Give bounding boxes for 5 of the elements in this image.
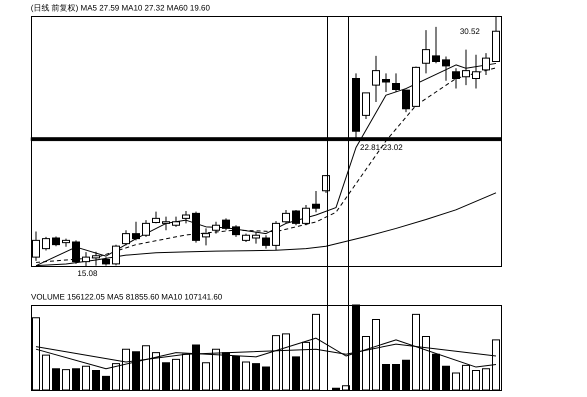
band-label: 22.81-23.02 [360,142,404,152]
chart-title: VOLUME 156122.05 MA5 81855.60 MA10 107141.60 [31,292,223,302]
annotation: 30.52 [460,27,480,36]
text: 15.08 [77,269,98,278]
chart-title: (日线 前复权) MA5 27.59 MA10 27.32 MA60 19.60 [30,4,210,12]
